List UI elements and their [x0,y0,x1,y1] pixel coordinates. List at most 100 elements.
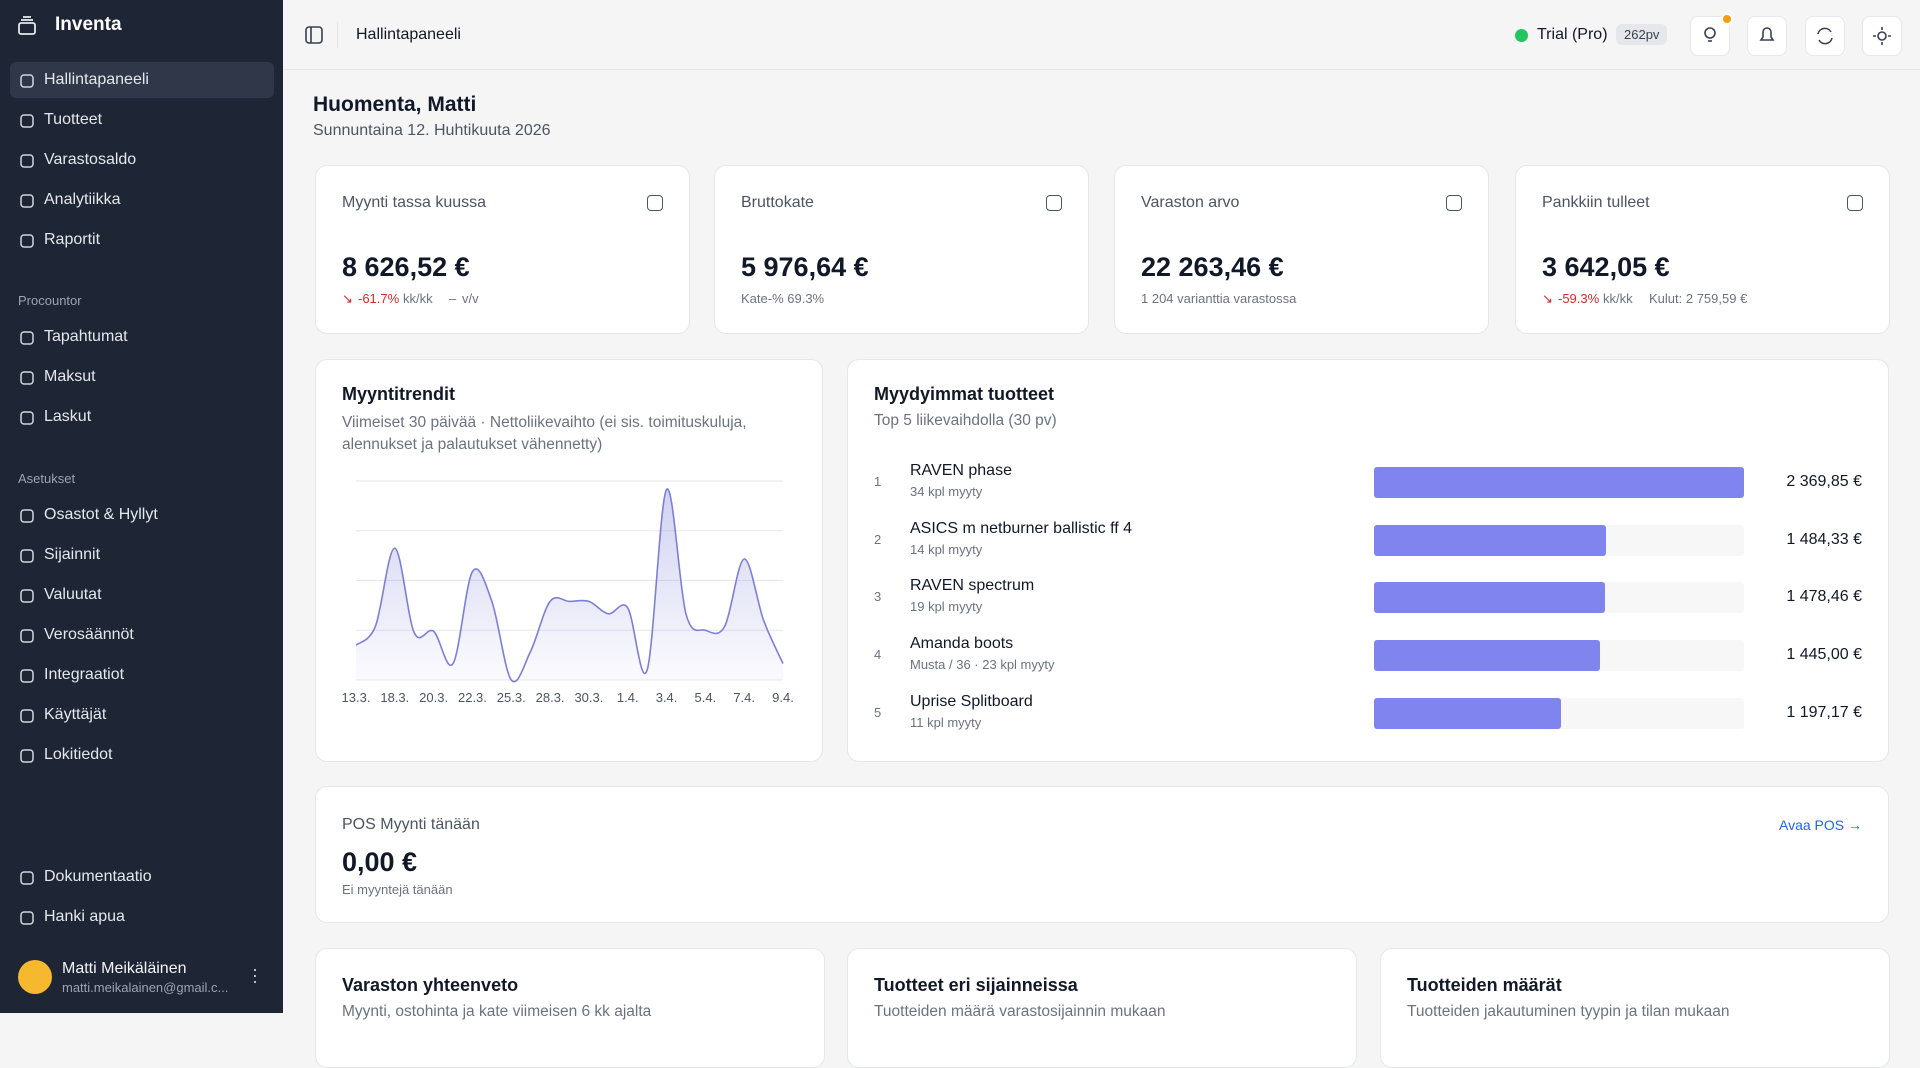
nav-item[interactable]: Osastot & Hyllyt [10,497,274,533]
user-menu[interactable]: · · · [252,959,258,991]
nav-item[interactable]: Hallintapaneeli [10,62,274,98]
x-tick-label: 5.4. [695,690,717,705]
kpi-label: Pankkiin tulleet [1542,194,1650,211]
greeting: Huomenta, Matti [313,93,477,116]
nav-label: Dokumentaatio [44,868,152,885]
rank: 4 [874,647,882,663]
x-tick-label: 28.3. [536,690,565,705]
nav-item[interactable]: Hanki apua [10,899,274,935]
tips-button[interactable] [1690,13,1733,56]
logo-icon [18,16,36,35]
kpi-change: -59.3% [1558,291,1600,306]
nav-item[interactable]: Käyttäjät [10,697,274,733]
trend-chart: 13.3. 18.3. 20.3. 22.3. 25.3. 28.3. 30.3. 1.4. 3… [342,480,794,705]
nav-label: Tuotteet [44,111,103,128]
kpi-icon [1446,195,1462,211]
kpi-note: Kulut: 2 759,59 € [1649,291,1748,306]
nav-label: Sijainnit [44,546,101,563]
nav-item[interactable]: Analytiikka [10,182,274,218]
product-note: 19 kpl myyty [910,599,983,615]
nav-label: Hanki apua [44,908,125,925]
rank: 1 [874,474,882,489]
nav-item[interactable]: Varastosaldo [10,142,274,178]
pos-value: 0,00 € [342,847,418,877]
card-title: Tuotteiden määrät [1407,975,1562,995]
nav-item[interactable]: Maksut [10,359,274,395]
kpi-card: Varaston arvo 22 263,46 € 1 204 varianttia… [1114,165,1489,334]
nav-item[interactable]: Lokitiedot [10,737,274,773]
nav-item[interactable]: Sijainnit [10,537,274,573]
kpi-yoy-change: – [449,291,457,306]
bar [1374,524,1606,556]
product-name: RAVEN spectrum [910,577,1035,595]
x-tick-label: 3.4. [656,690,678,705]
product-name: RAVEN phase [910,462,1012,479]
nav-label: Raportit [44,231,101,248]
rank: 5 [874,704,882,720]
nav-label: Analytiikka [44,191,121,208]
bar [1374,467,1744,498]
card-title: Myydyimmat tuotteet [874,384,1055,404]
kpi-label: Bruttokate [741,194,814,211]
kpi-note: Kate-% 69.3% [741,291,825,306]
nav-item[interactable]: Valuutat [10,577,274,613]
product-value: 1 197,17 € [1786,703,1862,721]
nav-item[interactable]: Integraatiot [10,657,274,693]
kpi-value: 22 263,46 € [1141,252,1284,282]
x-tick-label: 9.4. [772,690,794,705]
kpi-card: Pankkiin tulleet 3 642,05 € ↘ -59.3% kk/kk Ku… [1515,165,1890,334]
card-subtitle: Tuotteiden jakautuminen tyypin ja tilan … [1407,1003,1730,1020]
kpi-icon [647,195,663,211]
nav-item[interactable]: Tapahtumat [10,319,274,355]
refresh-button[interactable] [1805,16,1845,56]
sidebar-toggle[interactable] [305,26,323,44]
product-note: 34 kpl myyty [910,484,983,499]
bar [1374,640,1600,672]
rank: 2 [874,531,882,547]
kpi-value: 8 626,52 € [342,252,470,282]
status-dot [1515,29,1528,42]
divider [337,22,338,48]
nav-item[interactable]: Laskut [10,399,274,435]
kpi-change: -61.7% [358,291,400,306]
card-title: Myyntitrendit [342,384,456,404]
trend-line [355,488,784,683]
card-subtitle: Top 5 liikevaihdolla (30 pv) [874,412,1057,429]
theme-button[interactable] [1862,16,1902,56]
summary-card: Tuotteiden määrät Tuotteiden jakautuminen… [1380,948,1890,1068]
kpi-value: 3 642,05 € [1542,252,1670,282]
product-note: Musta / 36 · 23 kpl myyty [910,657,1055,673]
trend-down-icon: ↘ [1542,291,1553,306]
nav-item[interactable]: Tuotteet [10,102,274,138]
summary-card: Varaston yhteenveto Myynti, ostohinta ja … [315,948,825,1068]
plan: Trial (Pro) [1537,26,1608,43]
x-tick-label: 30.3. [574,690,603,705]
open-pos-link[interactable]: Avaa POS → [1778,817,1862,833]
nav-label: Verosäännöt [44,626,134,643]
nav-item[interactable]: Dokumentaatio [10,859,274,895]
product-note: 11 kpl myyty [910,714,982,730]
pos-note: Ei myyntejä tänään [342,882,453,897]
nav-label: Valuutat [44,586,102,603]
nav-label: Varastosaldo [44,151,137,168]
notifications-button[interactable] [1747,16,1787,56]
nav-item[interactable]: Raportit [10,222,274,258]
kpi-icon [1847,195,1863,211]
card-subtitle: Viimeiset 30 päivää · Nettoliikevaihto (… [342,414,747,453]
card-title: Tuotteet eri sijainneissa [874,975,1078,995]
x-tick-label: 1.4. [617,690,639,705]
product-value: 2 369,85 € [1786,473,1862,490]
kpi-period: kk/kk [1603,291,1633,306]
nav-label: Integraatiot [44,666,125,683]
card-subtitle: Tuotteiden määrä varastosijainnin mukaan [874,1003,1166,1020]
pos-card: POS Myynti tänään 0,00 € Ei myyntejä tän… [315,786,1889,923]
pos-title: POS Myynti tänään [342,816,480,833]
summary-card: Tuotteet eri sijainneissa Tuotteiden määr… [847,948,1357,1068]
days-badge: 262pv [1616,24,1668,45]
nav-item[interactable]: Verosäännöt [10,617,274,653]
x-tick-label: 22.3. [458,690,487,705]
rank: 3 [874,589,882,605]
brand: Inventa [55,14,122,35]
kpi-value: 5 976,64 € [741,252,869,282]
